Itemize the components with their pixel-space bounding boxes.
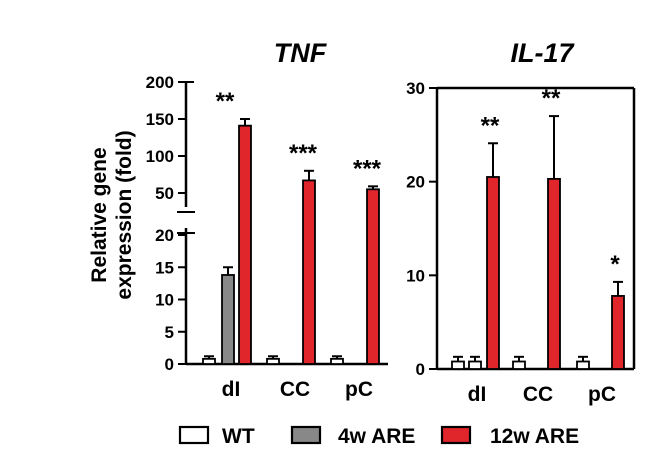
il17-ytick-label: 0 <box>416 360 425 379</box>
il17-category-label: CC <box>523 383 553 406</box>
y-axis-label-line2: expression (fold) <box>113 130 136 299</box>
tnf-title: TNF <box>274 38 328 68</box>
tnf-category-label: dI <box>222 378 241 401</box>
tnf-ytick-label: 15 <box>155 258 174 277</box>
il17-bar <box>547 177 561 370</box>
tnf-category-label: CC <box>280 378 310 401</box>
tnf-ytick-label: 20 <box>155 226 174 245</box>
tnf-ytick-label: 5 <box>165 323 174 342</box>
legend-label-wt: WT <box>222 425 255 448</box>
tnf-bar <box>366 188 380 365</box>
il17-category-label: dI <box>468 383 487 406</box>
il17-significance: ** <box>542 85 561 112</box>
il17-significance: ** <box>481 112 500 139</box>
tnf-ytick-label: 200 <box>146 73 174 92</box>
legend-label-4w-are: 4w ARE <box>338 425 415 448</box>
tnf-bar <box>266 357 280 365</box>
il17-bar <box>611 295 625 370</box>
tnf-significance: ** <box>216 88 235 115</box>
tnf-ytick-label: 10 <box>155 291 174 310</box>
tnf-ytick-label: 100 <box>146 147 174 166</box>
il17-bar <box>486 176 500 370</box>
tnf-significance: *** <box>353 155 382 182</box>
tnf-chart: 0 5 10 15 20 50 100 150 200 ** dI *** CC *** pC <box>146 73 388 401</box>
tnf-bar <box>330 357 344 365</box>
il17-ytick-label: 10 <box>406 266 425 285</box>
tnf-bar <box>202 357 216 365</box>
tnf-bar <box>302 179 316 365</box>
il17-category-label: pC <box>588 383 616 406</box>
legend-label-12w-are: 12w ARE <box>490 425 579 448</box>
il17-bar <box>451 360 465 370</box>
tnf-ytick-label: 150 <box>146 110 174 129</box>
tnf-bar <box>238 124 252 365</box>
legend: WT 4w ARE 12w ARE <box>178 425 579 448</box>
tnf-ytick-label: 50 <box>155 184 174 203</box>
legend-swatch-wt <box>178 425 210 445</box>
il17-bar <box>512 360 526 370</box>
y-axis-label-line1: Relative gene <box>88 147 111 282</box>
tnf-bar <box>221 274 235 365</box>
il17-ytick-label: 20 <box>406 173 425 192</box>
tnf-category-label: pC <box>345 378 373 401</box>
tnf-significance: *** <box>289 140 318 167</box>
il17-significance: * <box>610 251 620 278</box>
il17-bar <box>576 360 590 370</box>
tnf-ytick-label: 0 <box>165 355 174 374</box>
il17-chart: 0 10 20 30 ** dI ** CC * pC <box>406 79 636 406</box>
legend-swatch-4w-are <box>290 425 322 445</box>
il17-ytick-label: 30 <box>406 79 425 98</box>
il17-bar <box>468 360 482 370</box>
il17-title: IL-17 <box>510 38 575 68</box>
legend-swatch-12w-are <box>440 425 472 445</box>
